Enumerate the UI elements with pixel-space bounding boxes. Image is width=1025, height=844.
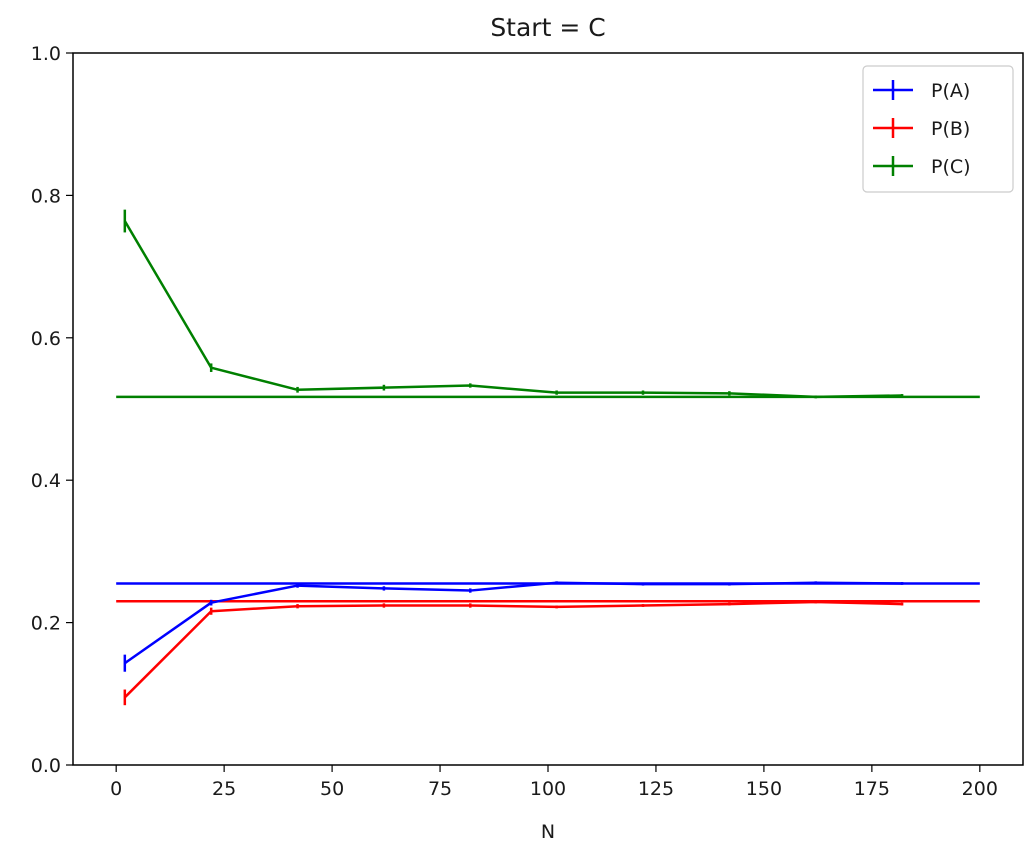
- x-tick-label: 200: [962, 778, 998, 800]
- y-tick-label: 0.8: [31, 185, 61, 207]
- x-tick-label: 150: [746, 778, 782, 800]
- y-tick-label: 0.0: [31, 755, 61, 777]
- y-tick-label: 0.6: [31, 328, 61, 350]
- plot-area: [116, 209, 980, 706]
- x-tick-label: 125: [638, 778, 674, 800]
- series-line: [123, 220, 903, 399]
- legend-label: P(B): [931, 118, 970, 140]
- x-tick-label: 75: [428, 778, 452, 800]
- x-tick-label: 100: [530, 778, 566, 800]
- y-tick-label: 0.2: [31, 613, 61, 635]
- y-axis: 0.0 0.2 0.4 0.6 0.8 1.0: [31, 43, 73, 777]
- x-tick-label: 0: [110, 778, 122, 800]
- legend-box: [862, 65, 1014, 193]
- x-tick-label: 50: [320, 778, 344, 800]
- x-axis-label: N: [541, 821, 555, 843]
- x-tick-label: 175: [854, 778, 890, 800]
- series-line: [123, 600, 903, 699]
- x-tick-label: 25: [212, 778, 236, 800]
- legend: P(A) P(B) P(C): [862, 65, 1014, 193]
- legend-label: P(A): [931, 80, 970, 102]
- chart-title: Start = C: [490, 13, 605, 42]
- legend-label: P(C): [931, 156, 971, 178]
- x-axis: 0 25 50 75 100 125 150 175 200: [110, 765, 998, 800]
- y-tick-label: 1.0: [31, 43, 61, 65]
- series-line: [124, 581, 903, 665]
- y-tick-label: 0.4: [31, 470, 61, 492]
